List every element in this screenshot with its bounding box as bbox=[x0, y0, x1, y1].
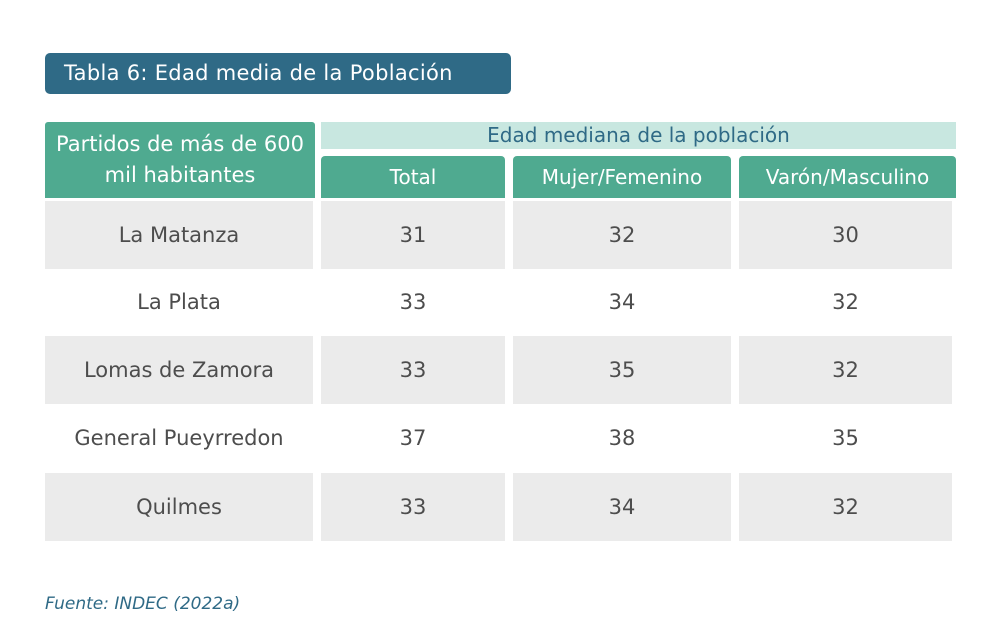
header-col-mujer: Mujer/Femenino bbox=[513, 156, 731, 198]
header-group-label: Edad mediana de la población bbox=[321, 122, 956, 149]
row-4-mujer: 38 bbox=[608, 426, 636, 450]
row-3-varon: 32 bbox=[739, 336, 952, 404]
header-col-varon: Varón/Masculino bbox=[739, 156, 956, 198]
row-4-total: 37 bbox=[399, 426, 427, 450]
header-col-total: Total bbox=[321, 156, 505, 198]
row-2-name: La Plata bbox=[137, 290, 221, 314]
row-2-total: 33 bbox=[399, 290, 427, 314]
table-title: Tabla 6: Edad media de la Población bbox=[45, 53, 511, 94]
row-1-total: 31 bbox=[321, 201, 505, 269]
source-note: Fuente: INDEC (2022a) bbox=[45, 594, 241, 614]
row-5-varon: 32 bbox=[739, 473, 952, 541]
row-5-total: 33 bbox=[321, 473, 505, 541]
row-1-varon: 30 bbox=[739, 201, 952, 269]
row-3-mujer: 35 bbox=[513, 336, 731, 404]
row-4-name: General Pueyrredon bbox=[74, 426, 284, 450]
row-2-varon: 32 bbox=[832, 290, 859, 314]
row-2-mujer: 34 bbox=[608, 290, 636, 314]
row-3-name: Lomas de Zamora bbox=[45, 336, 313, 404]
row-4-varon: 35 bbox=[832, 426, 859, 450]
row-1-name: La Matanza bbox=[45, 201, 313, 269]
row-5-mujer: 34 bbox=[513, 473, 731, 541]
row-3-total: 33 bbox=[321, 336, 505, 404]
header-row-label: Partidos de más de 600 mil habitantes bbox=[45, 122, 315, 198]
row-5-name: Quilmes bbox=[45, 473, 313, 541]
row-1-mujer: 32 bbox=[513, 201, 731, 269]
